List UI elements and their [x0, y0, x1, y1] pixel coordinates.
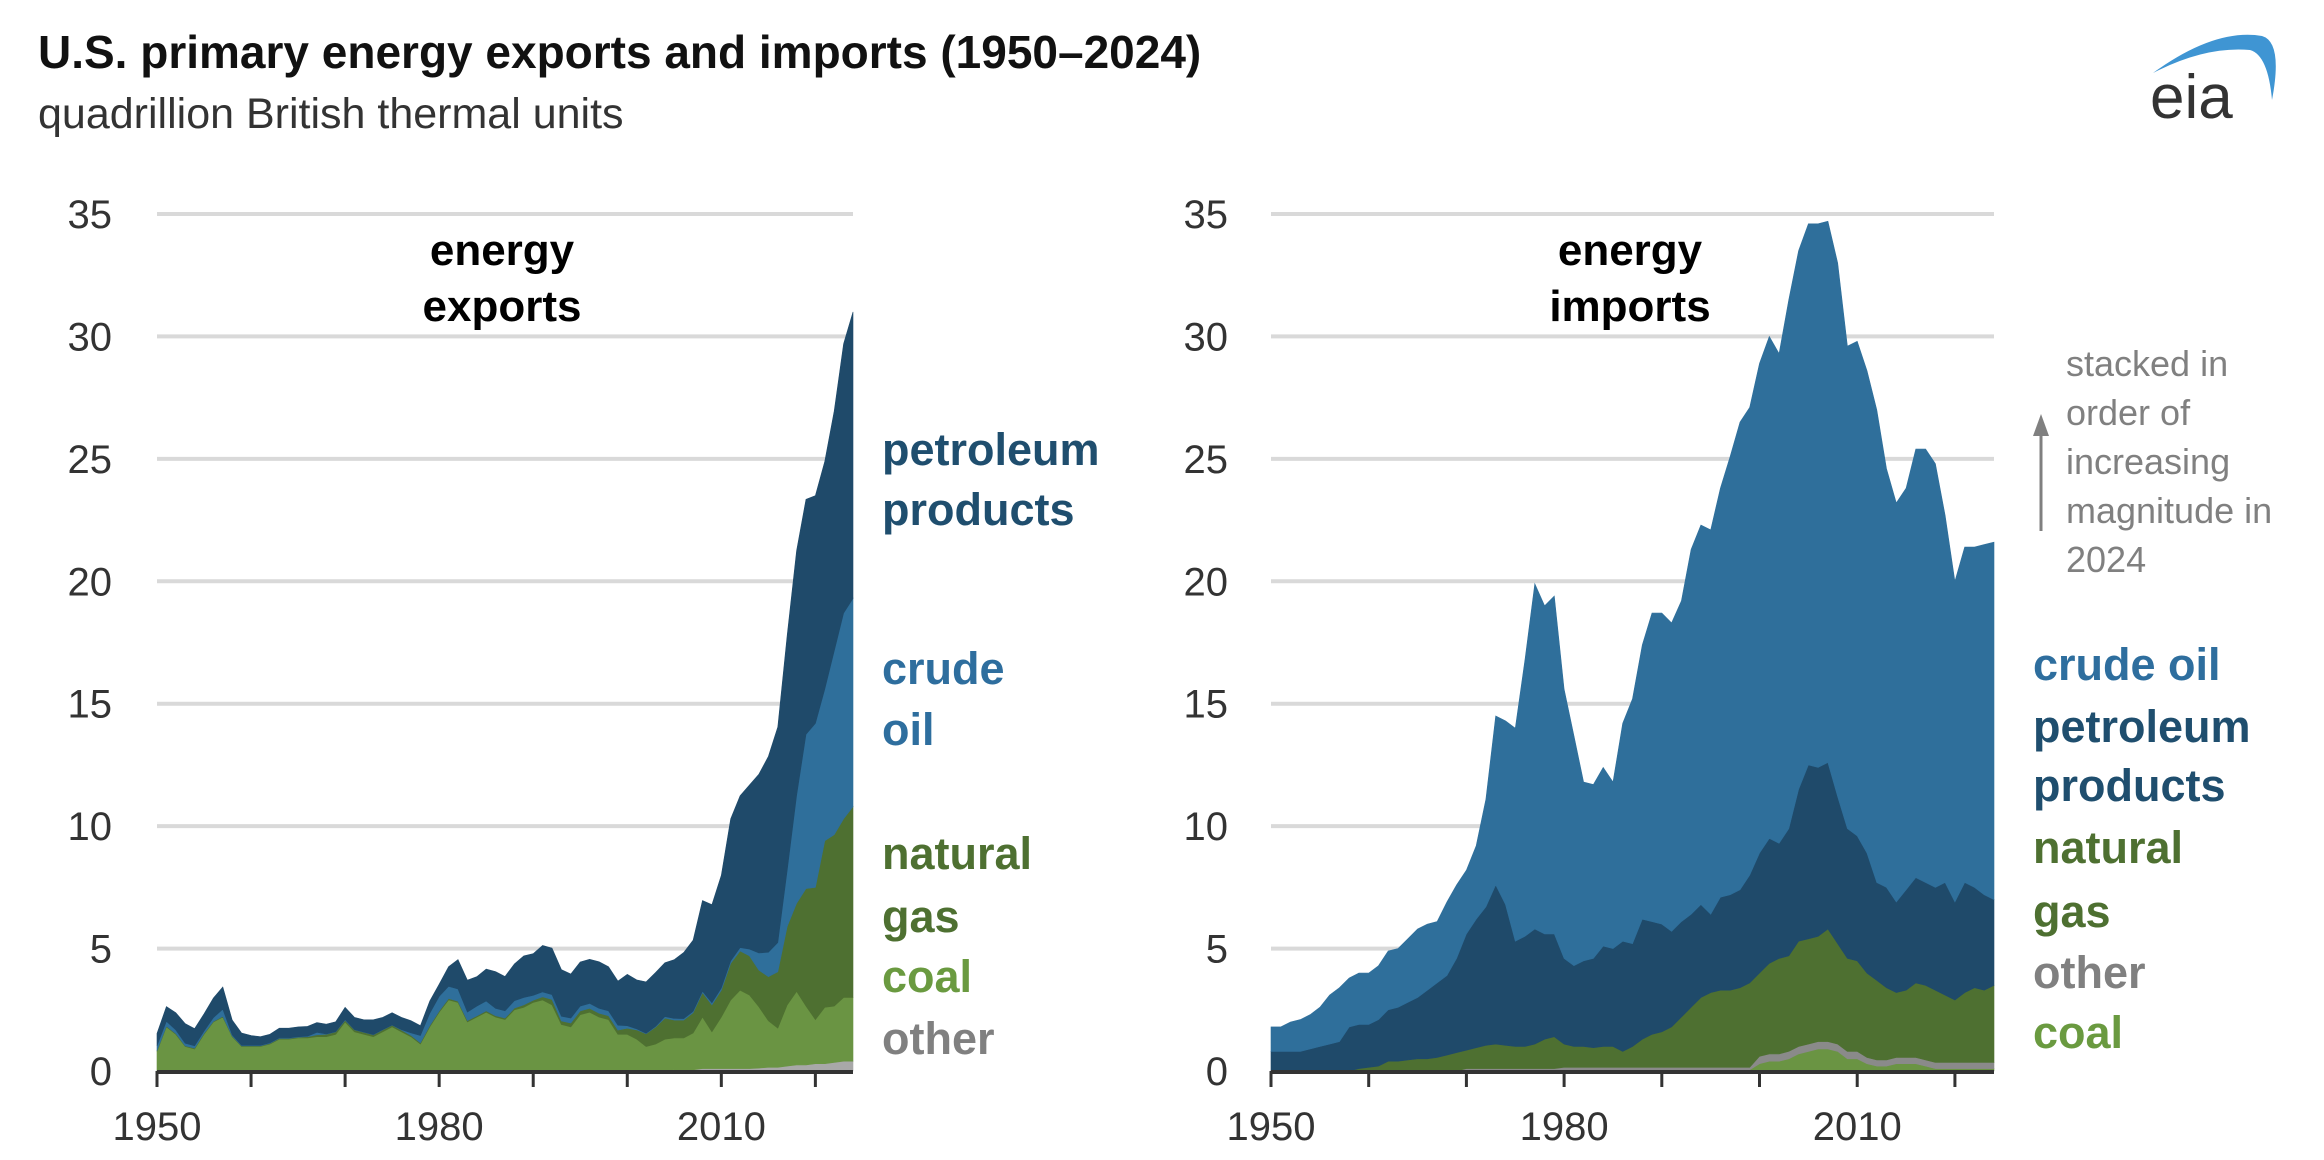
series-label: gas: [2033, 886, 2111, 937]
stacking-note: stacked in order of increasing magnitude…: [2033, 343, 2272, 580]
x-tick-label: 1980: [1520, 1105, 1609, 1149]
x-tick-label: 1980: [395, 1105, 484, 1149]
chart-title: U.S. primary energy exports and imports …: [38, 26, 1201, 78]
y-tick-label: 10: [68, 805, 113, 849]
series-label: products: [2033, 760, 2226, 811]
imports-chart: 0 5 10 15 20 25 30 35 coal other natural gas petrole…: [1184, 193, 2251, 1149]
y-tick-label: 20: [1184, 560, 1229, 604]
y-tick-label: 20: [68, 560, 113, 604]
area-petroleum-products: [156, 311, 854, 1047]
x-tick-label: 1950: [113, 1105, 202, 1149]
note-line: 2024: [2066, 539, 2146, 580]
y-tick-label: 0: [1206, 1050, 1228, 1094]
y-tick-label: 25: [1184, 438, 1229, 482]
panel-title: exports: [423, 282, 582, 331]
series-label: other: [882, 1013, 995, 1064]
y-tick-label: 5: [90, 928, 112, 972]
series-label: petroleum: [2033, 701, 2251, 752]
y-tick-label: 10: [1184, 805, 1229, 849]
series-label: natural: [2033, 822, 2183, 873]
series-label: crude: [882, 643, 1005, 694]
panel-title: imports: [1549, 282, 1710, 331]
series-label: natural: [882, 828, 1032, 879]
series-label: other: [2033, 947, 2146, 998]
x-tick-label: 2010: [1813, 1105, 1902, 1149]
logo-text: eia: [2150, 63, 2233, 132]
y-tick-label: 35: [1184, 193, 1229, 237]
y-tick-label: 35: [68, 193, 113, 237]
series-label: coal: [2033, 1007, 2123, 1058]
series-label: coal: [882, 951, 972, 1002]
series-label: gas: [882, 891, 960, 942]
y-tick-label: 30: [68, 315, 113, 359]
logo-arc: [2153, 34, 2276, 101]
arrow-head-icon: [2033, 414, 2049, 436]
series-label: crude oil: [2033, 639, 2221, 690]
panel-title: energy: [1558, 226, 1703, 275]
chart-subtitle: quadrillion British thermal units: [38, 90, 624, 138]
panel-title: energy: [430, 226, 575, 275]
exports-chart: 0 5 10 15 20 25 30 35 other coal natural gas crude oi…: [68, 193, 1100, 1149]
x-tick-label: 2010: [677, 1105, 766, 1149]
note-line: magnitude in: [2066, 490, 2272, 531]
series-label: products: [882, 484, 1075, 535]
y-tick-label: 15: [68, 683, 113, 727]
eia-logo: eia: [2150, 34, 2276, 132]
x-tick-label: 1950: [1227, 1105, 1316, 1149]
y-tick-label: 15: [1184, 683, 1229, 727]
y-tick-label: 30: [1184, 315, 1229, 359]
area-crude-oil: [1270, 220, 1995, 1052]
y-tick-label: 25: [68, 438, 113, 482]
y-tick-label: 5: [1206, 928, 1228, 972]
series-label: petroleum: [882, 424, 1100, 475]
note-line: increasing: [2066, 441, 2230, 482]
y-tick-label: 0: [90, 1050, 112, 1094]
note-line: stacked in: [2066, 343, 2228, 384]
series-label: oil: [882, 704, 935, 755]
note-line: order of: [2066, 392, 2191, 433]
